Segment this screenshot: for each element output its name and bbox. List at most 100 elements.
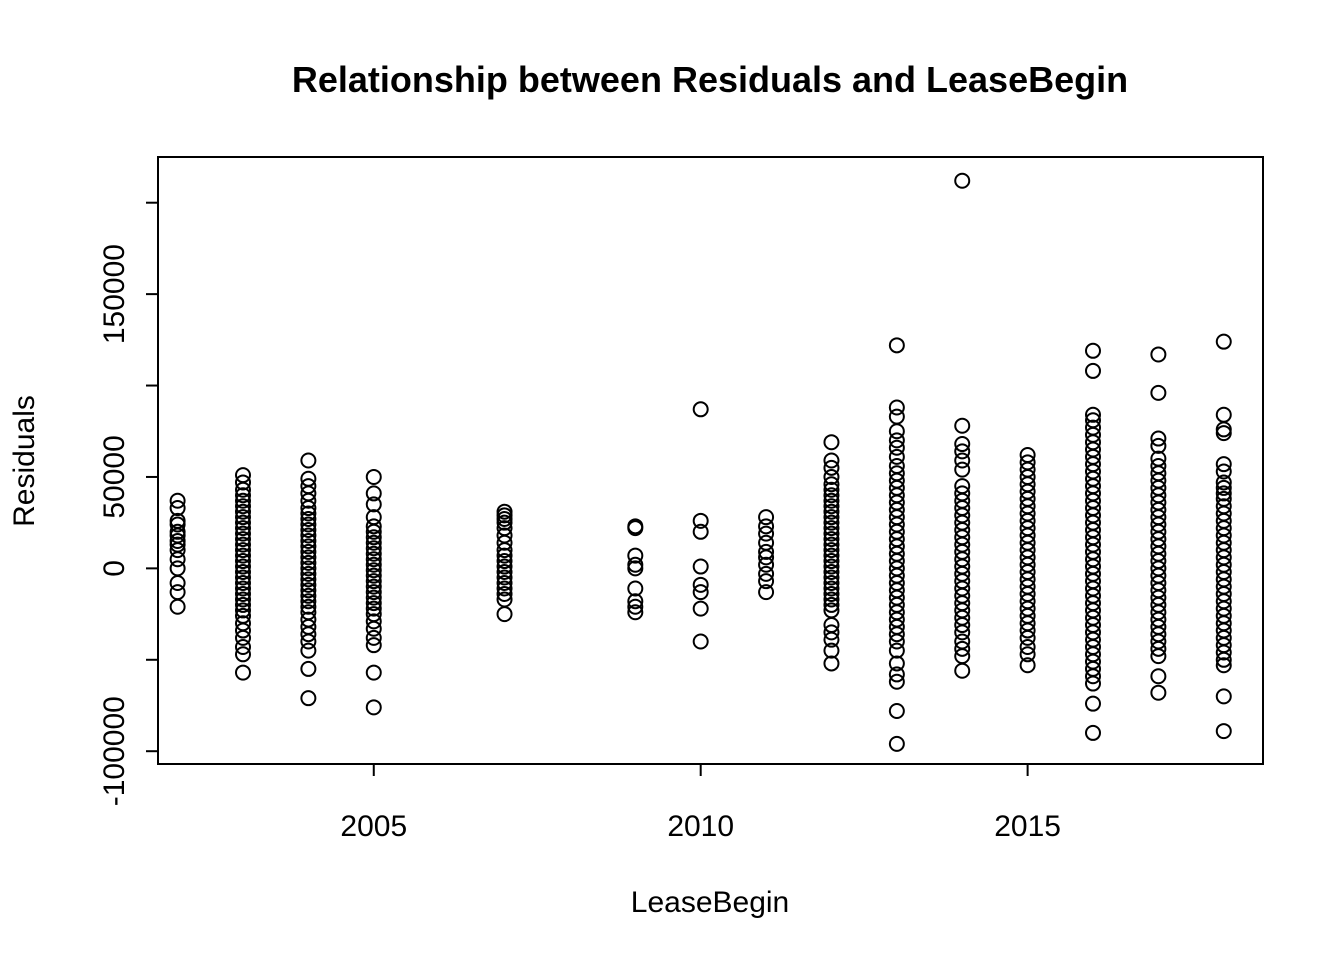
data-point [888, 673, 905, 690]
data-point [235, 591, 251, 608]
data-point [1215, 479, 1232, 496]
data-point [954, 172, 971, 189]
data-point [300, 516, 317, 533]
data-point [758, 509, 775, 526]
data-point [823, 580, 840, 597]
data-point [365, 468, 382, 485]
data-point [823, 585, 840, 602]
data-point [496, 606, 513, 623]
data-point [1215, 651, 1232, 668]
data-point [823, 498, 840, 515]
data-point [365, 567, 382, 584]
data-point [235, 509, 251, 526]
data-point [627, 598, 644, 615]
data-point [1019, 646, 1036, 663]
data-point [1085, 362, 1101, 379]
data-point [235, 569, 251, 586]
y-tick-label: -100000 [98, 696, 131, 806]
data-point [169, 551, 186, 568]
y-axis: -100000 0 50000 150000 [98, 201, 158, 806]
data-point [627, 580, 644, 597]
data-point [300, 500, 317, 517]
data-point [235, 514, 251, 531]
data-point [235, 622, 251, 639]
data-point [888, 642, 905, 659]
data-point [365, 578, 382, 595]
data-point [235, 503, 251, 520]
data-point [365, 562, 382, 579]
data-point [300, 642, 317, 659]
data-point [1215, 333, 1232, 350]
data-point [692, 558, 709, 575]
data-point [169, 574, 186, 591]
data-point [954, 617, 971, 634]
data-point [235, 531, 251, 548]
data-point [1215, 406, 1232, 423]
data-point [627, 547, 644, 564]
data-point [300, 582, 317, 599]
data-point [365, 637, 382, 654]
data-point [888, 399, 905, 416]
data-point [235, 481, 251, 498]
data-point [823, 558, 840, 575]
data-point [169, 516, 186, 533]
data-point [300, 598, 317, 615]
data-point [823, 525, 840, 542]
data-point [1150, 384, 1167, 401]
data-point [235, 596, 251, 613]
data-point [235, 664, 251, 681]
data-point [823, 569, 840, 586]
data-point [954, 417, 971, 434]
data-point [365, 529, 382, 546]
data-point [235, 580, 251, 597]
data-point [1150, 668, 1167, 685]
data-point [235, 585, 251, 602]
data-point [496, 564, 513, 581]
data-point [235, 487, 251, 504]
data-point [1150, 437, 1167, 454]
data-point [235, 520, 251, 537]
data-point [888, 626, 905, 643]
data-point [496, 558, 513, 575]
data-point [627, 520, 644, 537]
data-point [365, 523, 382, 540]
data-point [1085, 406, 1101, 423]
data-point [823, 468, 840, 485]
x-axis: 2005 2010 2015 [340, 764, 1061, 843]
data-point [1150, 684, 1167, 701]
data-point [235, 542, 251, 559]
data-point [169, 500, 186, 517]
data-point [888, 735, 905, 752]
data-point [235, 536, 251, 553]
data-point [300, 571, 317, 588]
data-point [365, 595, 382, 612]
data-point [235, 629, 251, 646]
data-point [1085, 724, 1101, 741]
data-point [365, 545, 382, 562]
data-point [496, 534, 513, 551]
data-point [1019, 657, 1036, 674]
data-point [888, 337, 905, 354]
data-point [235, 574, 251, 591]
data-point [954, 662, 971, 679]
data-point [235, 558, 251, 575]
data-point [365, 699, 382, 716]
data-point [1085, 342, 1101, 359]
data-point [365, 589, 382, 606]
data-point [365, 600, 382, 617]
data-point [300, 492, 317, 509]
data-point [365, 584, 382, 601]
data-point [496, 574, 513, 591]
data-point [823, 492, 840, 509]
data-point [954, 461, 971, 478]
data-point [954, 640, 971, 657]
data-point [1215, 463, 1232, 480]
data-point [758, 543, 775, 560]
data-point [758, 573, 775, 590]
data-point [1019, 622, 1036, 639]
data-point [365, 534, 382, 551]
x-axis-label: LeaseBegin [631, 886, 789, 919]
data-point [823, 655, 840, 672]
data-point [300, 532, 317, 549]
data-point [1215, 485, 1232, 502]
